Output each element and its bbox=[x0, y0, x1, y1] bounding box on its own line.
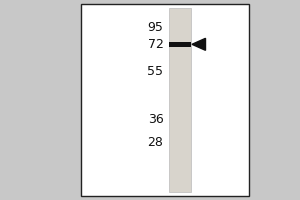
Text: 55: 55 bbox=[148, 65, 164, 78]
Text: 36: 36 bbox=[148, 113, 164, 126]
FancyBboxPatch shape bbox=[81, 4, 249, 196]
FancyBboxPatch shape bbox=[169, 42, 190, 47]
Text: 95: 95 bbox=[148, 21, 164, 34]
Text: 28: 28 bbox=[148, 136, 164, 149]
FancyBboxPatch shape bbox=[169, 8, 190, 192]
Text: 72: 72 bbox=[148, 38, 164, 51]
Polygon shape bbox=[192, 38, 206, 50]
